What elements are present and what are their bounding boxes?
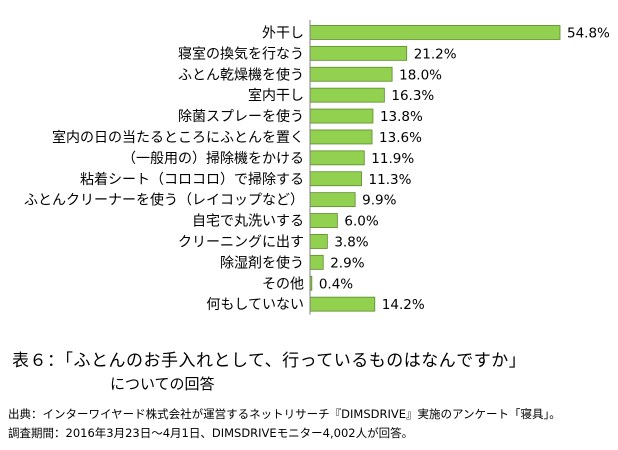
data-label: 21.2% [414, 46, 457, 62]
chart-caption-title: 表６：「ふとんのお手入れとして、行っているものはなんですか」 [12, 351, 527, 371]
category-label: 寝室の換気を行なう [178, 45, 304, 62]
data-label: 11.3% [369, 172, 412, 188]
data-label: 54.8% [567, 25, 610, 41]
bar [309, 296, 376, 312]
data-label: 9.9% [362, 193, 396, 209]
bar [309, 87, 385, 103]
category-label: 室内の日の当たるところにふとんを置く [52, 129, 304, 146]
source-note: 出典：インターワイヤード株式会社が運営するネットリサーチ『DIMSDRIVE』実… [8, 407, 561, 421]
data-label: 2.9% [330, 255, 364, 271]
category-label: クリーニングに出す [178, 234, 304, 250]
chart-caption-subtitle: についての回答 [110, 375, 215, 393]
survey-period-note: 調査期間：2016年3月23日～4月1日、DIMSDRIVEモニター4,002人… [8, 426, 414, 440]
data-label: 18.0% [399, 67, 442, 83]
data-label: 16.3% [391, 88, 434, 104]
bar [309, 108, 374, 124]
data-label: 13.8% [380, 109, 423, 125]
category-label: 何もしていない [206, 297, 304, 313]
bar [309, 45, 408, 61]
bar [309, 171, 362, 187]
category-label: （一般用の）掃除機をかける [122, 150, 304, 167]
category-label: ふとん乾燥機を使う [178, 66, 304, 83]
data-label: 13.6% [379, 130, 422, 146]
category-label: 外干し [262, 25, 304, 41]
data-label: 14.2% [382, 297, 425, 313]
data-label: 3.8% [334, 234, 368, 250]
bar [309, 129, 373, 145]
bar [309, 213, 338, 228]
bar [309, 192, 356, 208]
bar [309, 254, 324, 270]
category-label: 自宅で丸洗いする [192, 214, 304, 230]
data-label: 0.4% [319, 276, 353, 292]
data-label: 6.0% [344, 214, 378, 230]
bar [309, 66, 393, 82]
data-label: 11.9% [371, 151, 414, 167]
category-label: ふとんクリーナーを使う（レイコップなど） [24, 192, 304, 209]
category-label: 室内干し [248, 87, 304, 104]
bar [309, 150, 365, 166]
category-label: 粘着シート（コロコロ）で掃除する [80, 171, 304, 188]
category-label: 除湿剤を使う [220, 254, 304, 271]
category-label: その他 [262, 276, 304, 292]
bar [309, 25, 561, 40]
category-label: 除菌スプレーを使う [178, 108, 304, 125]
bar-chart: 外干し 54.8% 寝室の換気を行なう 21.2% ふとん乾燥機を使う 18.0% 室内干し… [24, 20, 610, 315]
bar [309, 234, 328, 249]
